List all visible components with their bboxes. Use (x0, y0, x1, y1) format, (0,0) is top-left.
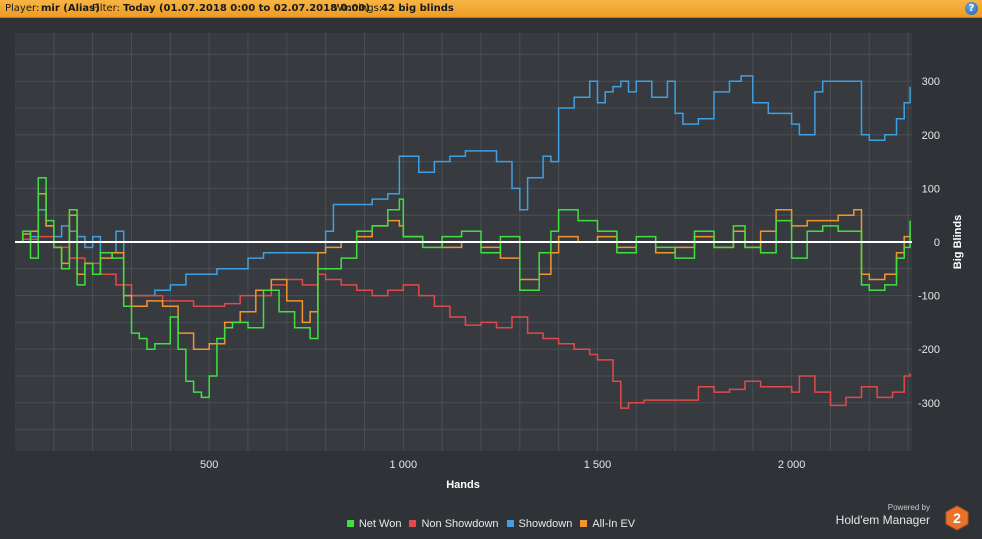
y-tick-label: -100 (918, 291, 940, 303)
player-label: Player: (5, 3, 40, 14)
winnings-chart[interactable]: 500 1 000 1 500 2 000 300 200 100 0 -100 -200 -30… (0, 18, 982, 496)
filter-value: Today (01.07.2018 0:00 to 02.07.2018 0:0… (123, 3, 370, 14)
branding: Powered by Hold'em Manager 2 (830, 503, 970, 533)
filter-summary-bar: Player: mir (Alias) Filter: Today (01.07… (0, 0, 982, 18)
legend-swatch (580, 520, 588, 527)
powered-by-text: Powered by (887, 503, 930, 512)
x-tick-label: 500 (200, 459, 218, 471)
legend-item-all-in-ev[interactable]: All-In EV (580, 518, 635, 530)
y-tick-label: 300 (922, 76, 940, 88)
legend-label: Showdown (518, 518, 573, 530)
legend-label: All-In EV (592, 518, 636, 530)
series-line-net-won (15, 176, 911, 399)
player-value: mir (Alias) (41, 3, 100, 14)
legend-label: Net Won (358, 518, 402, 530)
x-axis-title: Hands (446, 479, 480, 491)
winnings-label: Winnings: (333, 3, 383, 14)
y-axis-title: Big Blinds (952, 215, 964, 269)
filter-label: Filter: (92, 3, 120, 14)
legend-item-showdown[interactable]: Showdown (506, 518, 573, 530)
product-name: Hold'em Manager (835, 513, 930, 527)
legend-item-net-won[interactable]: Net Won (346, 518, 402, 530)
legend-label: Non Showdown (421, 518, 499, 530)
svg-text:2: 2 (953, 510, 961, 526)
y-tick-label: -200 (918, 344, 940, 356)
x-tick-label: 1 500 (584, 459, 612, 471)
hm2-logo-icon: 2 (945, 505, 969, 531)
legend-item-non-showdown[interactable]: Non Showdown (409, 518, 499, 530)
chart-legend: Net Won Non Showdown Showdown All-In EV (0, 518, 982, 534)
winnings-value: 42 big blinds (381, 3, 454, 14)
legend-swatch (346, 520, 354, 527)
y-tick-label: -300 (918, 398, 940, 410)
y-tick-label: 200 (922, 130, 940, 142)
legend-swatch (409, 520, 417, 527)
x-tick-label: 2 000 (778, 459, 806, 471)
x-tick-label: 1 000 (390, 459, 418, 471)
series-line-showdown (15, 75, 911, 297)
help-icon[interactable]: ? (965, 2, 978, 15)
y-tick-label: 0 (934, 237, 940, 249)
legend-swatch (506, 520, 514, 527)
y-tick-label: 100 (922, 183, 940, 195)
